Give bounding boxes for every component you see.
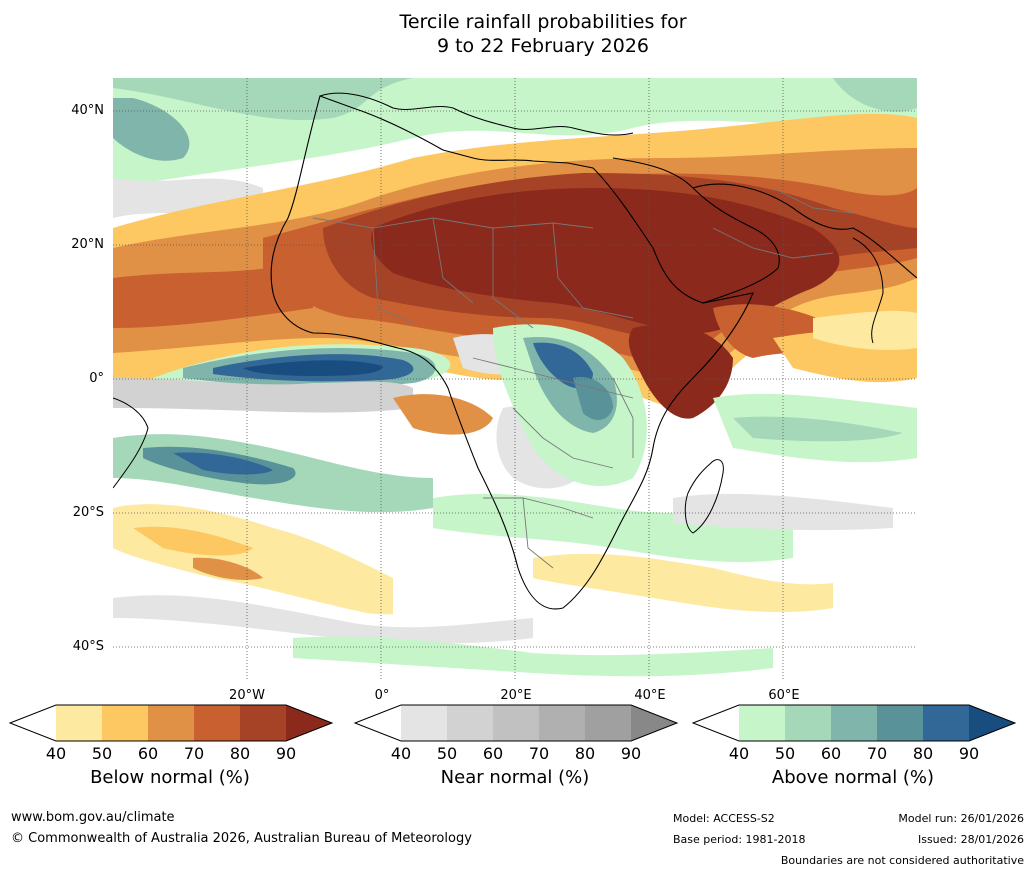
above-swatch-under bbox=[693, 705, 739, 741]
below-swatch-60 bbox=[148, 705, 194, 741]
above-swatch-40 bbox=[739, 705, 785, 741]
below-tick-70: 70 bbox=[183, 744, 205, 763]
below-tick-90: 90 bbox=[275, 744, 297, 763]
map-canvas bbox=[113, 78, 917, 680]
colorbar-near-normal bbox=[353, 704, 679, 742]
website-link[interactable]: www.bom.gov.au/climate bbox=[11, 810, 175, 825]
below-swatch-80 bbox=[240, 705, 286, 741]
above-swatch-50 bbox=[785, 705, 831, 741]
lat-label-40s: 40°S bbox=[72, 639, 104, 654]
issued-date: Issued: 28/01/2026 bbox=[917, 833, 1024, 846]
base-period: Base period: 1981-2018 bbox=[673, 833, 806, 846]
model-name: Model: ACCESS-S2 bbox=[673, 812, 775, 825]
lon-label-20e: 20°E bbox=[500, 688, 532, 703]
boundaries-disclaimer: Boundaries are not considered authoritat… bbox=[780, 854, 1024, 867]
below-tick-60: 60 bbox=[137, 744, 159, 763]
above-swatch-70 bbox=[877, 705, 923, 741]
near-tick-50: 50 bbox=[436, 744, 458, 763]
above-tick-50: 50 bbox=[774, 744, 796, 763]
colorbar-above-normal bbox=[691, 704, 1017, 742]
colorbar-above-swatches bbox=[691, 704, 1017, 742]
colorbar-near-swatches bbox=[353, 704, 679, 742]
below-normal-title: Below normal (%) bbox=[90, 767, 250, 788]
above-swatch-80 bbox=[923, 705, 969, 741]
copyright-text: © Commonwealth of Australia 2026, Austra… bbox=[11, 831, 472, 846]
below-tick-50: 50 bbox=[91, 744, 113, 763]
lon-label-0: 0° bbox=[374, 688, 390, 703]
near-tick-40: 40 bbox=[390, 744, 412, 763]
near-tick-90: 90 bbox=[620, 744, 642, 763]
near-swatch-under bbox=[355, 705, 401, 741]
below-tick-80: 80 bbox=[229, 744, 251, 763]
lon-label-20w: 20°W bbox=[229, 688, 265, 703]
above-tick-70: 70 bbox=[866, 744, 888, 763]
lon-label-60e: 60°E bbox=[768, 688, 800, 703]
above-tick-80: 80 bbox=[912, 744, 934, 763]
lat-label-40n: 40°N bbox=[71, 103, 104, 118]
below-tick-40: 40 bbox=[45, 744, 67, 763]
above-swatch-60 bbox=[831, 705, 877, 741]
below-swatch-under bbox=[10, 705, 56, 741]
near-tick-60: 60 bbox=[482, 744, 504, 763]
near-swatch-50 bbox=[447, 705, 493, 741]
title-line-1: Tercile rainfall probabilities for bbox=[399, 11, 687, 33]
colorbar-below-normal bbox=[8, 704, 334, 742]
model-run-date: Model run: 26/01/2026 bbox=[898, 812, 1024, 825]
below-swatch-50 bbox=[102, 705, 148, 741]
lat-label-20n: 20°N bbox=[71, 237, 104, 252]
above-tick-90: 90 bbox=[958, 744, 980, 763]
near-swatch-70 bbox=[539, 705, 585, 741]
above-swatch-over bbox=[969, 705, 1015, 741]
title-line-2: 9 to 22 February 2026 bbox=[436, 35, 650, 57]
lat-label-20s: 20°S bbox=[72, 505, 104, 520]
probability-map bbox=[113, 78, 917, 680]
lat-label-eq: 0° bbox=[89, 371, 104, 386]
colorbar-below-swatches bbox=[8, 704, 334, 742]
near-normal-title: Near normal (%) bbox=[440, 767, 590, 788]
near-swatch-over bbox=[631, 705, 677, 741]
below-swatch-40 bbox=[56, 705, 102, 741]
below-swatch-70 bbox=[194, 705, 240, 741]
near-tick-80: 80 bbox=[574, 744, 596, 763]
below-swatch-over bbox=[286, 705, 332, 741]
above-normal-title: Above normal (%) bbox=[771, 767, 935, 788]
near-swatch-60 bbox=[493, 705, 539, 741]
map-title: Tercile rainfall probabilities for 9 to … bbox=[0, 10, 1035, 58]
near-swatch-40 bbox=[401, 705, 447, 741]
above-tick-40: 40 bbox=[728, 744, 750, 763]
near-swatch-80 bbox=[585, 705, 631, 741]
near-tick-70: 70 bbox=[528, 744, 550, 763]
above-tick-60: 60 bbox=[820, 744, 842, 763]
lon-label-40e: 40°E bbox=[634, 688, 666, 703]
